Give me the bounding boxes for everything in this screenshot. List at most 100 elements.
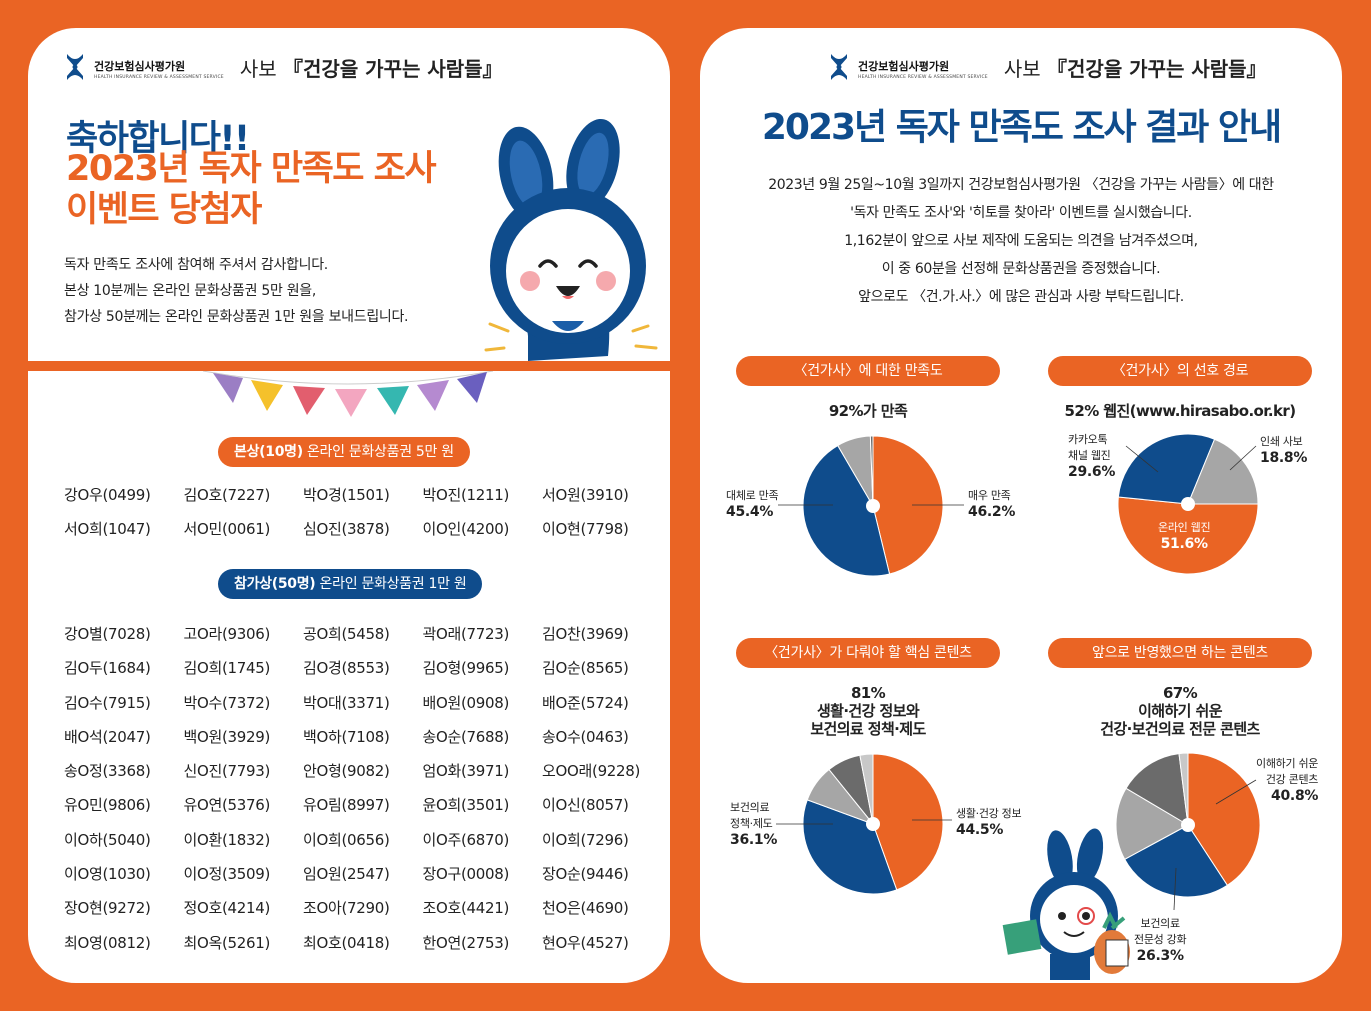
- brand-org-english: HEALTH INSURANCE REVIEW & ASSESSMENT SER…: [94, 74, 224, 80]
- winner-name: 엄O화(3971): [422, 762, 510, 781]
- bunting-decoration: [203, 371, 493, 417]
- winner-name: 장O구(0008): [422, 865, 510, 884]
- winner-name: 서O원(3910): [542, 486, 629, 504]
- winner-name: 조O호(4421): [422, 899, 510, 918]
- survey-results-panel: 건강보험심사평가원 HEALTH INSURANCE REVIEW & ASSE…: [700, 28, 1342, 983]
- winner-name: 강O우(0499): [64, 486, 151, 504]
- winner-name: 이O하(5040): [64, 830, 151, 849]
- winner-name: 배O원(0908): [422, 693, 510, 712]
- winner-name: 김O수(7915): [64, 693, 151, 712]
- pie-slice: [872, 436, 944, 575]
- winner-name: 최O옥(5261): [183, 933, 271, 952]
- winner-name: 최O호(0418): [303, 933, 390, 952]
- chart-satisfaction-subtitle: 92%가 만족: [828, 402, 908, 420]
- pie-slice: [859, 753, 874, 825]
- winner-name: 심O진(3878): [303, 520, 390, 538]
- main-prize-label: 본상(10명) 온라인 문화상품권 5만 원: [218, 437, 470, 467]
- winner-name: 고O라(9306): [183, 625, 271, 643]
- chart-channel-subtitle: 52% 웹진(www.hirasabo.or.kr): [1064, 402, 1297, 420]
- label-mostly-satisfied: 대체로 만족 45.4%: [726, 489, 779, 520]
- winner-name: 이O주(6870): [422, 830, 510, 849]
- pie-chart-future-content: [1115, 752, 1261, 898]
- hira-logo-icon: [67, 54, 83, 80]
- pie-center-hole: [866, 817, 880, 831]
- pie-slice: [1178, 752, 1189, 826]
- chart-channel-title: 〈건가사〉의 선호 경로: [1048, 356, 1312, 386]
- intro-text: 독자 만족도 조사에 참여해 주셔서 감사합니다. 본상 10분께는 온라인 문…: [64, 257, 409, 325]
- pie-slice: [1115, 787, 1190, 860]
- winner-name: 배O석(2047): [64, 727, 151, 746]
- chart-satisfaction-title: 〈건가사〉에 대한 만족도: [736, 356, 1000, 386]
- winner-name: 장O현(9272): [64, 899, 151, 918]
- winner-name: 장O순(9446): [542, 865, 629, 884]
- winner-name: 박O수(7372): [183, 693, 271, 712]
- winner-name: 박O경(1501): [303, 486, 390, 504]
- brand-org-name: 건강보험심사평가원: [94, 59, 186, 73]
- pie-slice: [1117, 434, 1216, 505]
- winner-name: 서O민(0061): [183, 520, 271, 538]
- rabbit-reading-illustration: [1002, 828, 1130, 980]
- winner-name: 이O신(8057): [542, 796, 629, 815]
- event-title: 2023년 독자 만족도 조사 이벤트 당첨자: [66, 149, 437, 230]
- winner-name: 백O하(7108): [303, 727, 390, 746]
- winner-name: 김O형(9965): [422, 659, 510, 678]
- pie-chart-satisfaction: [802, 436, 944, 576]
- winner-name: 이O현(7798): [542, 520, 629, 538]
- pie-center-hole: [866, 499, 880, 513]
- winner-name: 김O호(7227): [183, 486, 271, 504]
- label-living-health: 생활·건강 정보 44.5%: [956, 807, 1022, 838]
- winner-name: 윤O희(3501): [422, 796, 510, 815]
- results-title: 2023년 독자 만족도 조사 결과 안내: [761, 107, 1282, 148]
- leader-lines: [776, 779, 1257, 911]
- pie-slice: [1125, 753, 1189, 826]
- winner-name: 정O호(4214): [183, 899, 271, 918]
- page-title: 축하합니다!!: [66, 119, 250, 159]
- chart-core-content-title: 〈건가사〉가 다뤄야 할 핵심 콘텐츠: [736, 638, 1000, 668]
- winner-name: 공O희(5458): [303, 625, 390, 643]
- winner-name: 이O희(7296): [542, 830, 629, 849]
- brand-header: 건강보험심사평가원 HEALTH INSURANCE REVIEW & ASSE…: [828, 52, 1267, 82]
- winner-name: 이O환(1832): [183, 830, 271, 849]
- winner-name: 유O민(9806): [64, 796, 151, 815]
- magazine-name: 사보 『건강을 가꾸는 사람들』: [1003, 56, 1267, 81]
- label-print: 인쇄 사보 18.8%: [1260, 435, 1308, 466]
- pie-chart-core-content: [802, 753, 944, 895]
- winner-name: 송O정(3368): [64, 762, 151, 781]
- pie-slice: [1124, 824, 1229, 898]
- winner-name: 조O아(7290): [303, 899, 390, 918]
- winner-name: 이O정(3509): [183, 865, 271, 884]
- winner-name: 배O준(5724): [542, 693, 629, 712]
- winner-name: 유O림(8997): [303, 796, 390, 815]
- winner-name: 이O희(0656): [303, 830, 390, 849]
- winner-name: 안O형(9082): [303, 762, 390, 781]
- main-winners-list: 강O우(0499) 김O호(7227) 박O경(1501) 박O진(1211) …: [64, 484, 644, 541]
- winner-name: 박O대(3371): [303, 693, 390, 712]
- label-very-satisfied: 매우 만족 46.2%: [968, 489, 1016, 520]
- winner-name: 곽O래(7723): [422, 625, 510, 643]
- chart-future-content-title: 앞으로 반영했으면 하는 콘텐츠: [1048, 638, 1312, 668]
- pie-slice: [869, 436, 874, 507]
- label-policy: 보건의료 정책·제도 36.1%: [730, 801, 778, 848]
- pie-center-hole: [1181, 818, 1195, 832]
- results-intro: 2023년 9월 25일~10월 3일까지 건강보험심사평가원 〈건강을 가꾸는…: [768, 177, 1274, 305]
- magazine-name: 사보 『건강을 가꾸는 사람들』: [239, 56, 503, 81]
- winner-name: 한O연(2753): [422, 933, 510, 952]
- hira-logo-icon: [831, 54, 847, 80]
- brand-header: 건강보험심사평가원 HEALTH INSURANCE REVIEW & ASSE…: [64, 52, 503, 82]
- label-kakao: 카카오톡 채널 웹진 29.6%: [1068, 433, 1116, 480]
- winner-name: 박O진(1211): [422, 486, 510, 504]
- leader-lines: [778, 504, 964, 506]
- winner-name: 백O원(3929): [183, 727, 271, 746]
- pie-center-hole: [1181, 497, 1195, 511]
- winner-name: 이O인(4200): [422, 520, 510, 538]
- winner-name: 김O희(1745): [183, 659, 271, 678]
- winner-name: 서O희(1047): [64, 520, 151, 538]
- section-divider: [28, 361, 670, 371]
- winner-name: 오OO래(9228): [542, 762, 641, 781]
- winner-name: 이O영(1030): [64, 865, 151, 884]
- pie-chart-channel: [1117, 434, 1259, 574]
- winner-name: 송O수(0463): [542, 727, 629, 746]
- rabbit-mascot-illustration: [484, 118, 658, 361]
- label-webzine: 온라인 웹진 51.6%: [1158, 521, 1211, 552]
- participation-prize-label: 참가상(50명) 온라인 문화상품권 1만 원: [218, 569, 483, 599]
